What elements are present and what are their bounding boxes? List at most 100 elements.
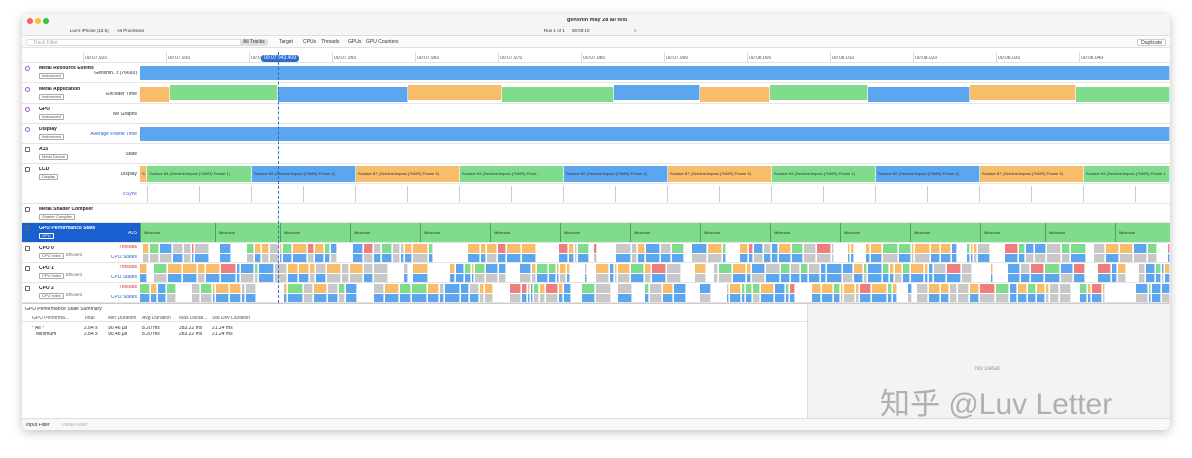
cpu-state — [316, 274, 326, 282]
cpu-state — [246, 294, 256, 302]
cpu-state — [1139, 274, 1145, 282]
track-filter[interactable]: Track Filter — [26, 39, 251, 46]
cpu-state — [667, 274, 681, 282]
cpu-state — [328, 294, 338, 302]
thread-block — [761, 284, 774, 293]
thread-block — [192, 244, 194, 253]
column-header[interactable]: Std Dev Duration — [212, 316, 251, 321]
tab[interactable]: All Tracks — [240, 39, 268, 46]
cpu-state — [971, 254, 973, 262]
track-name: CPU 2 — [39, 286, 54, 291]
cpu-state — [564, 294, 571, 302]
track-header[interactable]: Display Instrument Average Frame Time — [22, 124, 140, 144]
lane: S...Surface 84 (GenshinImpact (76693) Fr… — [140, 164, 1170, 184]
cpu-state — [216, 294, 229, 302]
track-name: GPU — [39, 107, 50, 112]
thread-block — [1152, 284, 1161, 293]
cpu-state — [308, 254, 314, 262]
tab[interactable]: Threads — [321, 39, 340, 45]
cpu-state — [582, 294, 595, 302]
track-header[interactable]: CPU 0 CPU Index Efficient Threads CPU States — [22, 243, 140, 263]
thread-block — [404, 264, 408, 273]
input-filter[interactable]: Input Filter — [26, 423, 50, 428]
track-header[interactable]: GPU Instrument No Graphs — [22, 104, 140, 124]
segment-label: Minimum — [634, 231, 651, 235]
cpu-state — [585, 274, 587, 282]
vsync-tick — [563, 186, 564, 202]
cpu-state — [1060, 294, 1071, 302]
traffic-light[interactable] — [35, 18, 41, 24]
cpu-state — [753, 294, 760, 302]
thread-block — [206, 264, 220, 273]
column-header[interactable]: Total — [84, 316, 95, 321]
cpu-state — [331, 254, 337, 262]
summary-title[interactable]: GPU Performance State Summary — [25, 307, 102, 312]
cpu-state — [700, 294, 711, 302]
thread-block — [382, 244, 392, 253]
cpu-state — [353, 254, 363, 262]
tab[interactable]: Target — [279, 39, 293, 45]
tab[interactable]: GPUs — [348, 39, 362, 45]
track-header[interactable]: Metal Shader Compiler Shader Compiler — [22, 204, 140, 223]
segment-label: Minimum — [704, 231, 721, 235]
track-header[interactable]: CPU 2 CPU Index Efficient Threads CPU States — [22, 283, 140, 303]
track-header[interactable]: LCD Display Display VSync — [22, 164, 140, 204]
thread-block — [596, 284, 611, 293]
track-header[interactable]: Metal Application Instrument Encoder Time — [22, 84, 140, 104]
cell[interactable]: * All * — [32, 326, 44, 331]
thread-block — [618, 264, 630, 273]
lane-label: Encoder Time — [106, 92, 137, 97]
thread-block — [230, 284, 241, 293]
ruler-tick — [1079, 52, 1080, 62]
thread-block — [486, 264, 498, 273]
thread-block — [860, 284, 871, 293]
cpu-state — [746, 294, 752, 302]
cpu-state — [1148, 254, 1157, 262]
column-header[interactable]: Min Duration — [108, 316, 137, 321]
title-bar: Luv's iPhone (15.5) All Processes genshin … — [22, 14, 1170, 36]
cpu-state — [522, 294, 527, 302]
track-header[interactable]: CPU 1 CPU Index Efficient Threads CPU States — [22, 263, 140, 283]
column-header[interactable]: GPU Performa... — [32, 316, 69, 321]
lane-label: Genshin...t (76693) — [94, 71, 137, 76]
thread-block — [316, 264, 326, 273]
track-header[interactable]: A15 Metal Device State — [22, 144, 140, 164]
cpu-state — [749, 254, 753, 262]
cpu-state — [911, 274, 924, 282]
column-header[interactable]: Avg Duration — [142, 316, 171, 321]
ruler: 00:07.92000:07.93000:07.94000:07.95000:0… — [22, 52, 1170, 63]
thread-block — [772, 244, 778, 253]
cpu-state — [288, 294, 303, 302]
thread-block — [350, 264, 363, 273]
traffic-light[interactable] — [43, 18, 49, 24]
thread-block — [582, 284, 595, 293]
detail-filter[interactable]: Detail Filter — [62, 423, 88, 428]
column-header[interactable]: Max Durati... — [179, 316, 208, 321]
device[interactable]: Luv's iPhone (15.5) — [70, 29, 109, 33]
cursor-label[interactable]: 00:07.943.409 — [261, 55, 299, 62]
cpu-state — [528, 294, 530, 302]
tab[interactable]: GPU Counters — [366, 39, 399, 45]
state-divider — [350, 223, 351, 242]
cpu-state — [154, 274, 167, 282]
traffic-light[interactable] — [27, 18, 33, 24]
cpu-state — [284, 294, 287, 302]
thread-block — [280, 244, 282, 253]
cpu-state — [498, 254, 506, 262]
track-header[interactable]: Metal Resource Events Instrument Genshin..… — [22, 63, 140, 83]
track-header[interactable]: GPU Performance State GPU A15 — [22, 223, 140, 243]
duplicate-button[interactable]: Duplicate — [1137, 39, 1166, 46]
cpu-state — [255, 254, 261, 262]
cpu-state — [461, 294, 469, 302]
segment: Surface 84 (GenshinImpact (76693) Fram..… — [460, 166, 564, 182]
cpu-state — [374, 254, 381, 262]
thread-block — [652, 264, 666, 273]
ruler-label: 00:08.040 — [1081, 56, 1104, 61]
target[interactable]: All Processes — [117, 29, 145, 33]
thread-block — [895, 264, 902, 273]
cpu-state — [1165, 274, 1170, 282]
segment: Surface 87 (GenshinImpact (76693) Frame … — [668, 166, 772, 182]
cpu-state — [761, 294, 774, 302]
cpu-state — [754, 254, 763, 262]
tab[interactable]: CPUs — [303, 39, 317, 45]
